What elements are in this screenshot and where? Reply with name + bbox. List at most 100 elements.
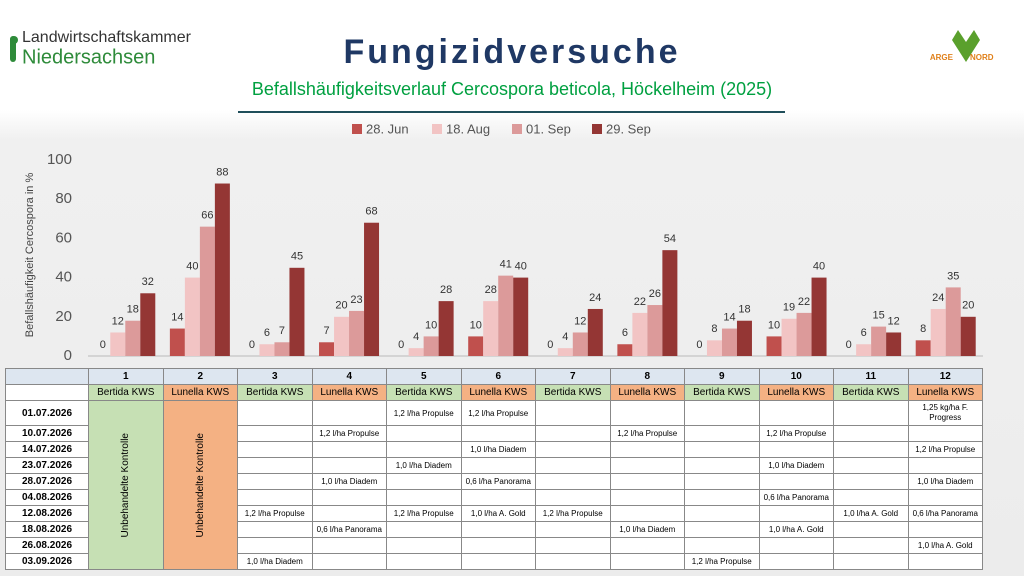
data-label: 14 bbox=[171, 311, 183, 323]
column-number: 4 bbox=[311, 368, 387, 385]
data-label: 15 bbox=[873, 310, 885, 322]
data-label: 0 bbox=[100, 339, 106, 351]
legend-label: 29. Sep bbox=[606, 121, 651, 136]
treatment bbox=[833, 473, 909, 490]
treatment bbox=[684, 425, 760, 442]
bar bbox=[334, 316, 350, 356]
treatment bbox=[460, 457, 536, 474]
treatment bbox=[907, 553, 983, 570]
treatment bbox=[684, 505, 760, 522]
treatment bbox=[684, 441, 760, 458]
control-label: Unbehandelte Kontrolle bbox=[120, 432, 132, 538]
partner-name: ARGE bbox=[930, 53, 954, 62]
treatment bbox=[684, 537, 760, 554]
legend-swatch bbox=[512, 124, 522, 134]
treatment bbox=[386, 521, 462, 538]
bar bbox=[945, 287, 961, 356]
data-label: 6 bbox=[622, 327, 628, 339]
data-label: 12 bbox=[574, 315, 586, 327]
data-label: 22 bbox=[634, 296, 646, 308]
treatment bbox=[907, 425, 983, 442]
variety: Bertida KWS bbox=[88, 384, 164, 401]
data-label: 35 bbox=[947, 270, 959, 282]
bar bbox=[736, 320, 752, 356]
treatment bbox=[907, 521, 983, 538]
treatment bbox=[237, 441, 313, 458]
logo-icon bbox=[10, 36, 18, 44]
treatment bbox=[609, 537, 685, 554]
treatment bbox=[460, 489, 536, 506]
treatment: 1,2 l/ha Propulse bbox=[609, 425, 685, 442]
data-label: 10 bbox=[768, 319, 780, 331]
data-label: 68 bbox=[365, 206, 377, 218]
legend-label: 01. Sep bbox=[526, 121, 571, 136]
bar bbox=[319, 342, 335, 356]
variety: Bertida KWS bbox=[237, 384, 313, 401]
treatment bbox=[311, 441, 387, 458]
data-label: 0 bbox=[846, 339, 852, 351]
bar bbox=[662, 250, 678, 356]
data-label: 4 bbox=[562, 331, 568, 343]
bar bbox=[781, 318, 797, 356]
treatment bbox=[460, 553, 536, 570]
data-label: 28 bbox=[485, 284, 497, 296]
bar bbox=[960, 316, 976, 356]
data-label: 28 bbox=[440, 284, 452, 296]
treatment bbox=[535, 425, 611, 442]
data-label: 4 bbox=[413, 331, 419, 343]
column-number: 10 bbox=[758, 368, 834, 385]
treatment bbox=[386, 553, 462, 570]
treatment: 1,2 l/ha Propulse bbox=[684, 553, 760, 570]
treatment: 1,2 l/ha Propulse bbox=[535, 505, 611, 522]
column-number: 2 bbox=[162, 368, 238, 385]
treatment bbox=[386, 441, 462, 458]
data-label: 0 bbox=[249, 339, 255, 351]
bar bbox=[766, 336, 782, 356]
treatment bbox=[833, 537, 909, 554]
treatment bbox=[311, 400, 387, 426]
control-label: Unbehandelte Kontrolle bbox=[194, 432, 206, 538]
treatment: 0,6 l/ha Panorama bbox=[311, 521, 387, 538]
treatment bbox=[833, 553, 909, 570]
treatment: 0,6 l/ha Panorama bbox=[460, 473, 536, 490]
data-label: 40 bbox=[813, 261, 825, 273]
bar bbox=[572, 332, 588, 356]
treatment bbox=[535, 553, 611, 570]
partner-logo bbox=[952, 30, 980, 62]
y-tick-label: 40 bbox=[55, 269, 72, 286]
treatment bbox=[684, 400, 760, 426]
treatment: 1,2 l/ha Propulse bbox=[311, 425, 387, 442]
control-cell: Unbehandelte Kontrolle bbox=[88, 400, 164, 570]
bar bbox=[140, 293, 156, 356]
bar bbox=[483, 301, 499, 356]
date: 18.08.2026 bbox=[5, 521, 89, 538]
treatment bbox=[833, 521, 909, 538]
treatment bbox=[684, 521, 760, 538]
data-label: 24 bbox=[589, 292, 601, 304]
date: 01.07.2026 bbox=[5, 400, 89, 426]
bar bbox=[513, 277, 529, 356]
bar bbox=[423, 336, 439, 356]
variety: Lunella KWS bbox=[162, 384, 238, 401]
bar bbox=[199, 226, 215, 356]
data-label: 66 bbox=[201, 210, 213, 222]
data-label: 7 bbox=[279, 325, 285, 337]
treatment bbox=[907, 457, 983, 474]
org-name: Niedersachsen bbox=[22, 46, 155, 68]
date: 14.07.2026 bbox=[5, 441, 89, 458]
treatment: 1,0 l/ha A. Gold bbox=[907, 537, 983, 554]
bar bbox=[364, 222, 380, 356]
treatment bbox=[833, 425, 909, 442]
treatment bbox=[237, 457, 313, 474]
bar bbox=[647, 305, 663, 356]
data-label: 40 bbox=[515, 261, 527, 273]
treatment: 1,0 l/ha Diadem bbox=[907, 473, 983, 490]
legend-swatch bbox=[432, 124, 442, 134]
data-label: 8 bbox=[920, 323, 926, 335]
treatment: 1,0 l/ha Diadem bbox=[311, 473, 387, 490]
data-label: 7 bbox=[323, 325, 329, 337]
title: Fungizidversuche bbox=[343, 33, 680, 71]
treatment bbox=[386, 489, 462, 506]
data-label: 19 bbox=[783, 302, 795, 314]
data-label: 10 bbox=[470, 319, 482, 331]
